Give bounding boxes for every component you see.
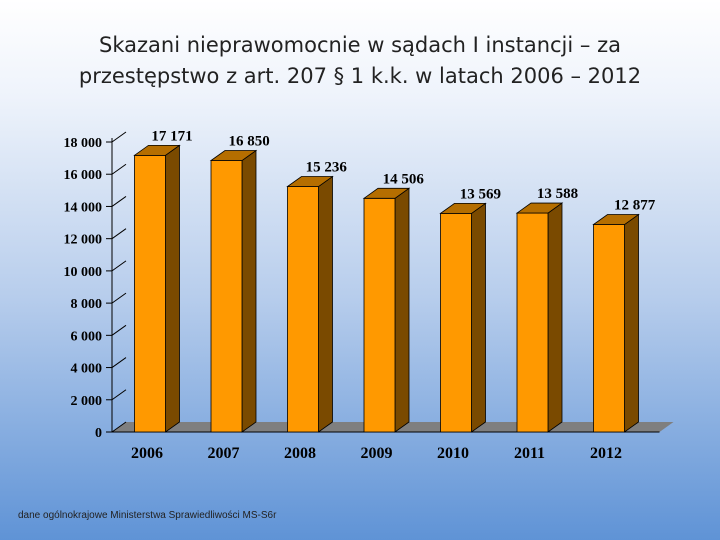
y-tick-label: 16 000 <box>64 168 103 183</box>
x-tick-label: 2011 <box>514 445 545 462</box>
data-label: 13 588 <box>537 186 578 202</box>
y-tick-depth <box>111 260 127 272</box>
bar <box>593 224 625 433</box>
chart-title-line-1: Skazani nieprawomocnie w sądach I instan… <box>99 33 621 57</box>
chart-title: Skazani nieprawomocnie w sądach I instan… <box>40 30 680 92</box>
source-footnote: dane ogólnokrajowe Ministerstwa Sprawied… <box>18 510 277 521</box>
data-label: 16 850 <box>228 134 269 150</box>
x-tick-label: 2008 <box>284 445 316 462</box>
x-tick-label: 2009 <box>361 445 393 462</box>
bar-side <box>241 149 257 433</box>
data-label: 13 569 <box>460 186 501 202</box>
bar <box>363 197 396 433</box>
bar <box>287 186 319 433</box>
bar-side <box>624 213 639 433</box>
bar <box>134 154 166 433</box>
y-tick-depth <box>111 421 127 433</box>
y-tick-depth <box>111 131 127 143</box>
y-tick-depth <box>111 292 127 304</box>
y-tick-label: 12 000 <box>64 233 103 248</box>
bar-side <box>318 175 333 433</box>
y-tick-label: 14 000 <box>64 200 103 215</box>
data-label: 14 506 <box>383 171 425 187</box>
y-tick-label: 18 000 <box>64 136 103 151</box>
bar-top <box>209 150 258 161</box>
bar-side <box>165 144 180 433</box>
x-tick-label: 2010 <box>437 445 469 462</box>
y-tick-depth <box>111 228 127 240</box>
y-tick-depth <box>111 196 127 207</box>
y-tick-label: 4 000 <box>71 362 103 377</box>
y-tick-label: 0 <box>95 426 102 441</box>
data-label: 17 171 <box>151 128 192 144</box>
x-tick-label: 2007 <box>208 445 240 462</box>
bar-top <box>439 202 487 214</box>
bar-top <box>515 202 564 214</box>
y-tick-depth <box>111 324 127 336</box>
bar-top <box>592 214 640 225</box>
bar-side <box>547 202 563 433</box>
chart-title-line-2: przestępstwo z art. 207 § 1 k.k. w latac… <box>78 64 642 88</box>
data-label: 12 877 <box>614 198 656 214</box>
bar <box>210 160 243 433</box>
bar-top <box>286 176 334 187</box>
y-tick-label: 2 000 <box>71 394 103 409</box>
bar <box>516 212 549 433</box>
y-tick-depth <box>111 357 127 368</box>
y-tick-label: 8 000 <box>71 297 103 312</box>
y-tick-label: 6 000 <box>71 329 103 344</box>
bar <box>440 212 472 433</box>
bar-top <box>362 187 411 199</box>
bar-top <box>133 144 181 156</box>
data-label: 15 236 <box>306 160 348 176</box>
bar-side <box>471 202 486 433</box>
y-tick-label: 10 000 <box>64 265 103 280</box>
x-tick-label: 2012 <box>590 445 622 462</box>
y-tick-depth <box>111 389 127 401</box>
bar-side <box>394 187 410 433</box>
y-tick-depth <box>111 163 127 175</box>
x-tick-label: 2006 <box>131 445 163 462</box>
